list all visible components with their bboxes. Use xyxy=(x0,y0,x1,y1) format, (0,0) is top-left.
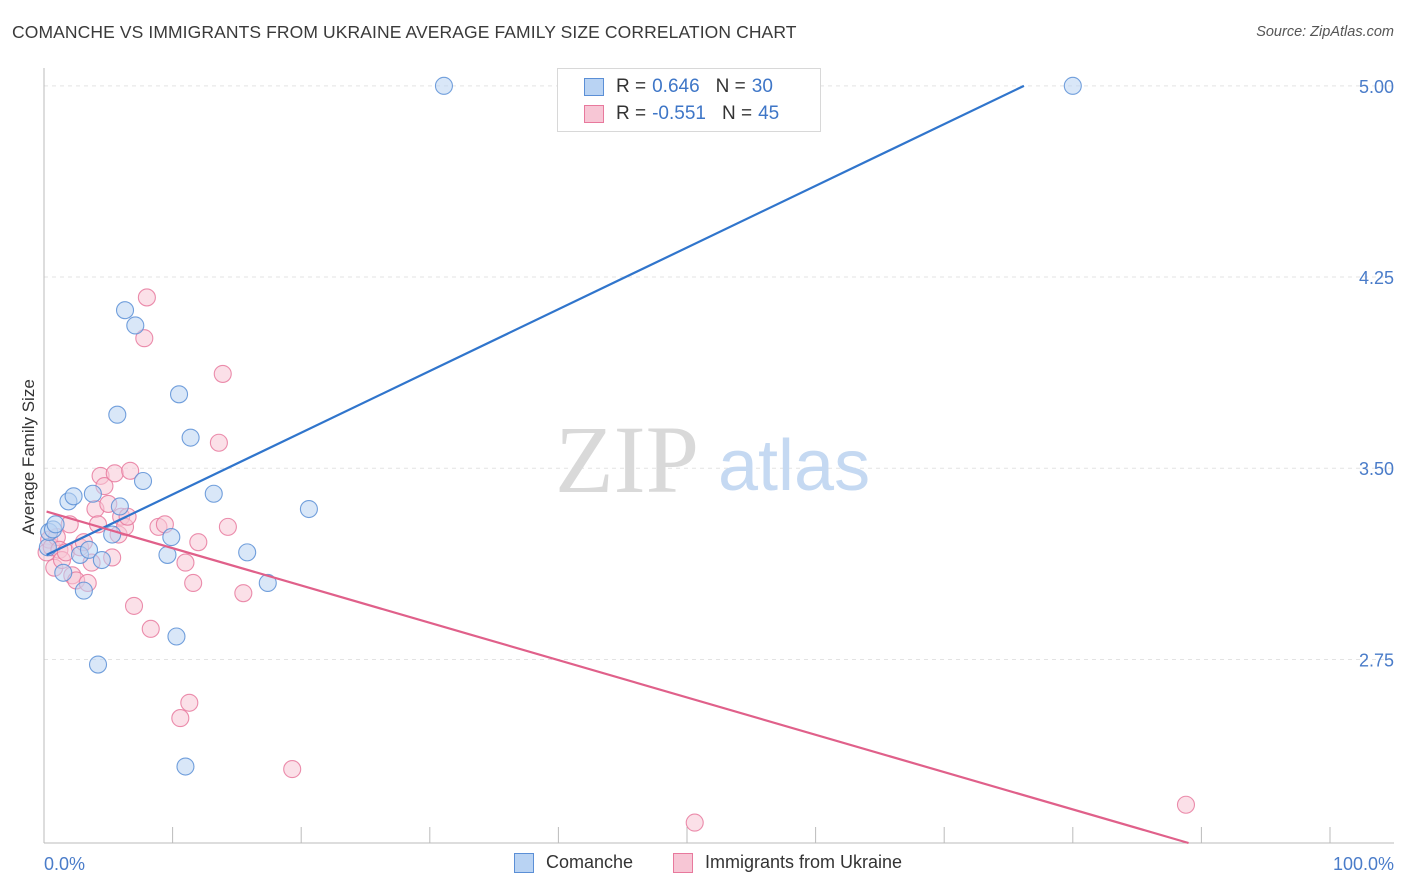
ukraine-point xyxy=(1176,795,1196,814)
x-tick-label: 100.0% xyxy=(1333,854,1394,874)
axes xyxy=(43,68,1394,844)
legend-label-comanche: Comanche xyxy=(546,852,634,872)
comanche-point xyxy=(176,757,195,776)
watermark-zip: ZIP xyxy=(555,406,699,513)
comanche-point xyxy=(258,573,277,593)
source-label: Source: ZipAtlas.com xyxy=(1256,24,1394,40)
comanche-point xyxy=(88,655,108,674)
comanche-point xyxy=(108,405,127,424)
watermark: ZIP atlas xyxy=(555,406,870,513)
legend-r-value-comanche: 0.646 xyxy=(652,76,700,97)
y-tick-label: 4.25 xyxy=(1359,268,1394,288)
ukraine-point xyxy=(180,693,199,712)
legend-n-label: N = xyxy=(715,76,746,97)
x-tick-labels: 0.0% 100.0% xyxy=(44,854,1394,874)
watermark-atlas: atlas xyxy=(718,426,870,506)
ukraine-legend-swatch xyxy=(673,852,693,873)
ukraine-point xyxy=(137,288,156,307)
comanche-point xyxy=(126,316,145,335)
comanche-point xyxy=(92,550,111,570)
ukraine-point xyxy=(213,364,232,383)
comanche-legend-swatch xyxy=(514,852,534,873)
x-tick-label: 0.0% xyxy=(44,854,85,874)
legend-n-value-ukraine: 45 xyxy=(758,103,780,124)
ukraine-point xyxy=(176,553,195,572)
comanche-point xyxy=(299,499,318,519)
ukraine-point xyxy=(283,760,302,779)
comanche-point xyxy=(238,543,257,562)
y-tick-labels: 2.75 3.50 4.25 5.00 xyxy=(1359,77,1394,671)
comanche-point xyxy=(169,385,189,404)
ukraine-point xyxy=(234,584,253,603)
legend-item-comanche[interactable]: Comanche xyxy=(514,852,633,873)
comanche-point xyxy=(181,428,200,447)
ukraine-point xyxy=(121,461,140,480)
y-axis-label: Average Family Size xyxy=(19,379,38,535)
comanche-point xyxy=(54,563,73,582)
ukraine-swatch xyxy=(584,105,604,123)
comanche-point xyxy=(115,301,135,320)
comanche-point xyxy=(79,540,99,559)
comanche-point xyxy=(64,487,83,506)
comanche-point xyxy=(167,627,186,646)
ukraine-point xyxy=(189,533,208,552)
comanche-point xyxy=(110,497,129,516)
y-tick-label: 2.75 xyxy=(1359,650,1394,670)
comanche-point xyxy=(162,528,181,547)
ukraine-point xyxy=(124,596,144,615)
comanche-point xyxy=(204,484,223,503)
ukraine-point xyxy=(141,619,160,638)
legend-row-comanche: R = 0.646 N = 30 xyxy=(584,75,773,99)
chart-title: COMANCHE VS IMMIGRANTS FROM UKRAINE AVER… xyxy=(12,22,797,42)
comanche-swatch xyxy=(584,78,604,96)
comanche-point xyxy=(1063,76,1082,95)
legend-item-ukraine[interactable]: Immigrants from Ukraine xyxy=(673,852,902,873)
series-legend: Comanche Immigrants from Ukraine xyxy=(0,852,1406,878)
ukraine-point xyxy=(105,464,124,483)
comanche-point xyxy=(74,581,93,600)
ukraine-point xyxy=(135,329,154,348)
comanche-trend-line xyxy=(46,84,1025,556)
comanche-point xyxy=(46,515,65,534)
correlation-legend: R = 0.646 N = 30 R = -0.551 N = 45 xyxy=(557,68,821,132)
ukraine-point xyxy=(184,573,203,593)
ukraine-point xyxy=(685,813,704,832)
comanche-point xyxy=(434,76,453,95)
legend-r-value-ukraine: -0.551 xyxy=(652,103,706,124)
ukraine-trend-line xyxy=(46,510,1189,845)
legend-r-label: R = xyxy=(616,76,647,97)
ukraine-point xyxy=(171,709,190,728)
y-tick-label: 5.00 xyxy=(1359,77,1394,97)
comanche-point xyxy=(133,471,153,491)
grid-lines xyxy=(44,85,1394,660)
ukraine-point xyxy=(209,433,228,452)
comanche-points xyxy=(38,76,1082,776)
legend-n-value-comanche: 30 xyxy=(751,76,773,97)
legend-row-ukraine: R = -0.551 N = 45 xyxy=(584,102,779,126)
trend-lines xyxy=(46,84,1189,845)
ukraine-point xyxy=(218,517,237,536)
legend-r-label: R = xyxy=(616,103,647,124)
legend-n-label: N = xyxy=(721,103,753,124)
comanche-point xyxy=(83,484,102,503)
legend-label-ukraine: Immigrants from Ukraine xyxy=(705,852,903,872)
y-tick-label: 3.50 xyxy=(1359,459,1394,479)
